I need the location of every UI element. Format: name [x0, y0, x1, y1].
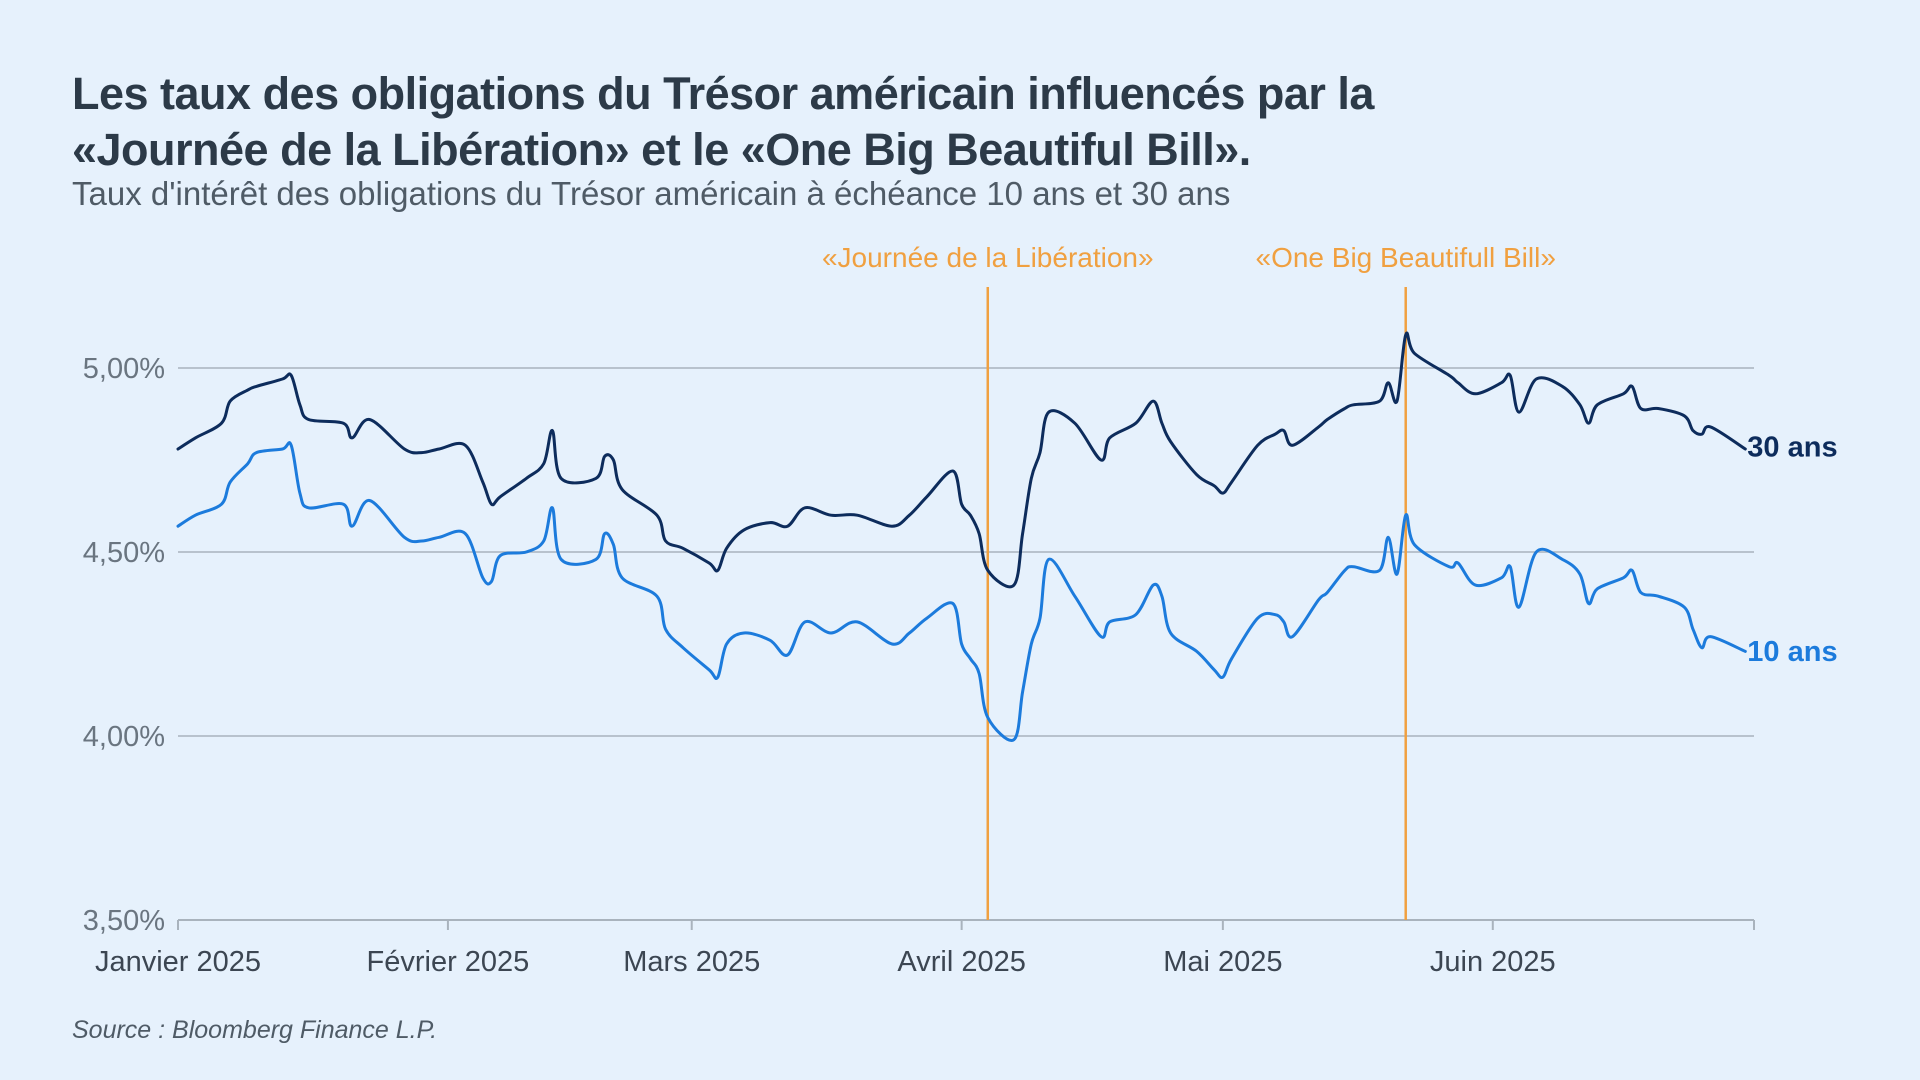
chart-title-line-2: «Journée de la Libération» et le «One Bi…: [72, 124, 1251, 175]
x-tick-label: Mai 2025: [1163, 946, 1282, 978]
event-label: «Journée de la Libération»: [822, 242, 1154, 273]
x-tick-label: Mars 2025: [623, 946, 760, 978]
series-line-10-ans: [176, 441, 1747, 742]
x-tick-label: Février 2025: [367, 946, 530, 978]
x-tick-label: Juin 2025: [1430, 946, 1556, 978]
y-tick-label: 5,00%: [83, 353, 165, 385]
chart-title: Les taux des obligations du Trésor améri…: [72, 66, 1772, 178]
x-tick-label: Avril 2025: [897, 946, 1025, 978]
y-tick-label: 4,00%: [83, 721, 165, 753]
series-label: 10 ans: [1747, 636, 1837, 668]
source-note: Source : Bloomberg Finance L.P.: [72, 1016, 438, 1044]
event-markers: «Journée de la Libération» «One Big Beaut…: [822, 242, 1556, 920]
x-tick-label: Janvier 2025: [95, 946, 261, 978]
chart-subtitle: Taux d'intérêt des obligations du Trésor…: [72, 175, 1231, 212]
series-layer: 30 ans 10 ans: [176, 331, 1838, 742]
grid-layer: 3,50% 4,00% 4,50% 5,00%: [83, 353, 1754, 937]
y-tick-label: 4,50%: [83, 537, 165, 569]
chart-title-line-1: Les taux des obligations du Trésor améri…: [72, 68, 1374, 119]
x-axis: Janvier 2025 Février 2025 Mars 2025 Avril 2…: [95, 919, 1755, 978]
y-tick-label: 3,50%: [83, 905, 165, 937]
series-line-30-ans: [176, 331, 1747, 589]
series-label: 30 ans: [1747, 432, 1837, 464]
event-label: «One Big Beautifull Bill»: [1256, 242, 1556, 273]
